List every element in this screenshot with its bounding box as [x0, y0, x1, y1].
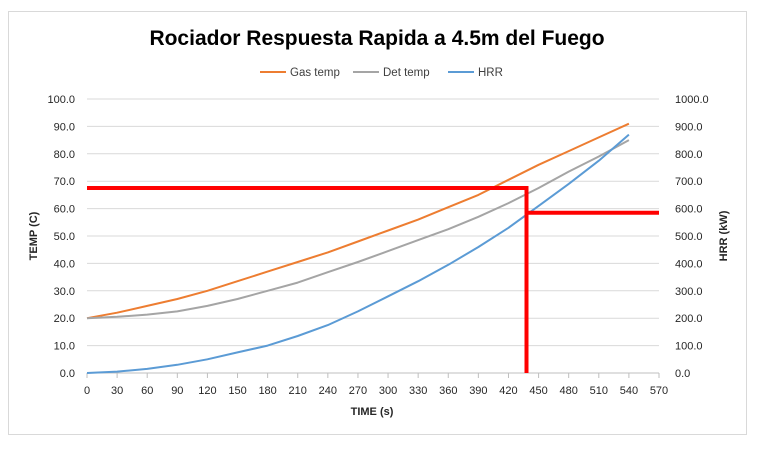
y2-tick-label: 0.0: [675, 368, 690, 380]
y2-tick-label: 500.0: [675, 231, 703, 243]
x-tick-label: 540: [620, 385, 638, 397]
x-tick-label: 300: [379, 385, 397, 397]
y-tick-label: 60.0: [54, 204, 75, 216]
y2-tick-label: 700.0: [675, 176, 703, 188]
y-tick-label: 20.0: [54, 313, 75, 325]
y2-tick-label: 400.0: [675, 258, 703, 270]
y2-tick-label: 900.0: [675, 121, 703, 133]
annotations: [87, 186, 659, 373]
y2-tick-label: 1000.0: [675, 94, 709, 106]
series-lines: [86, 122, 630, 374]
gridlines: [87, 98, 659, 347]
y2-tick-label: 800.0: [675, 149, 703, 161]
chart-frame: [8, 11, 747, 435]
x-tick-label: 0: [84, 385, 90, 397]
y-tick-label: 40.0: [54, 258, 75, 270]
x-tick-label: 450: [529, 385, 547, 397]
x-tick-label: 150: [228, 385, 246, 397]
x-tick-label: 390: [469, 385, 487, 397]
x-axis-title: TIME (s): [351, 406, 394, 418]
x-tick-label: 180: [258, 385, 276, 397]
y-tick-label: 0.0: [60, 368, 75, 380]
x-tick-labels: 0 30 60 90 120 150 180 210 240 270 300 330 360 390 420…: [84, 385, 668, 397]
legend: Gas temp Det temp HRR: [260, 67, 503, 79]
x-tick-label: 270: [349, 385, 367, 397]
series-line-hrr: [86, 133, 630, 374]
series-line-gas-temp: [86, 122, 630, 320]
x-tick-label: 90: [171, 385, 183, 397]
y-tick-label: 80.0: [54, 149, 75, 161]
legend-label-gas-temp: Gas temp: [290, 67, 340, 79]
y-tick-label: 100.0: [47, 94, 75, 106]
legend-label-det-temp: Det temp: [383, 67, 430, 79]
y-tick-label: 90.0: [54, 121, 75, 133]
y2-axis-title: HRR (kW): [718, 210, 730, 261]
x-tick-label: 210: [289, 385, 307, 397]
x-tick-label: 60: [141, 385, 153, 397]
x-tick-label: 420: [499, 385, 517, 397]
y2-tick-label: 300.0: [675, 286, 703, 298]
legend-label-hrr: HRR: [478, 67, 503, 79]
y-tick-label: 10.0: [54, 341, 75, 353]
y2-tick-label: 200.0: [675, 313, 703, 325]
x-tick-label: 240: [319, 385, 337, 397]
y2-tick-label: 600.0: [675, 204, 703, 216]
x-tick-label: 570: [650, 385, 668, 397]
x-tick-label: 30: [111, 385, 123, 397]
x-tick-label: 480: [560, 385, 578, 397]
x-tick-label: 330: [409, 385, 427, 397]
y-tick-label: 70.0: [54, 176, 75, 188]
y2-tick-label: 100.0: [675, 341, 703, 353]
chart-title: Rociador Respuesta Rapida a 4.5m del Fue…: [149, 27, 604, 50]
y-axis-title: TEMP (C): [28, 211, 40, 260]
red-marker-line-1: [87, 186, 529, 373]
x-tick-label: 360: [439, 385, 457, 397]
y2-tick-labels: 0.0 100.0 200.0 300.0 400.0 500.0 600.0 700.0 80…: [675, 94, 709, 380]
x-tick-label: 120: [198, 385, 216, 397]
y-tick-label: 30.0: [54, 286, 75, 298]
axes: [86, 372, 660, 378]
y-tick-label: 50.0: [54, 231, 75, 243]
series-line-det-temp: [86, 139, 630, 320]
x-tick-label: 510: [590, 385, 608, 397]
y-tick-labels: 0.0 10.0 20.0 30.0 40.0 50.0 60.0 70.0 80.0 90.0 1…: [47, 94, 75, 380]
